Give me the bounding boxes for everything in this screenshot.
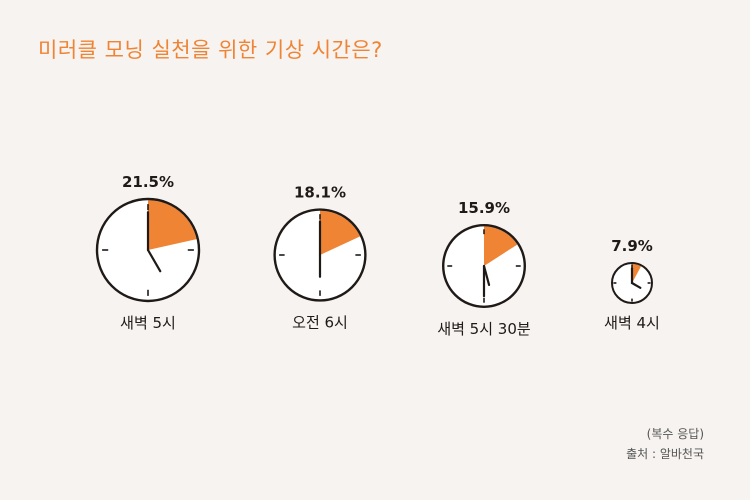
hour-hand [482,264,491,287]
footnote: (복수 응답) 출처 : 알바천국 [626,424,704,464]
value-label: 15.9% [458,199,510,217]
pie-slice [320,210,361,255]
value-label: 18.1% [294,184,346,202]
chart-title: 미러클 모닝 실천을 위한 기상 시간은? [38,38,383,62]
pie-slice [148,200,197,250]
hour-hand [146,248,162,273]
note-text: (복수 응답) [646,427,704,441]
category-label: 새벽 4시 [604,314,660,332]
hour-hand [630,281,642,289]
source-text: 출처 : 알바천국 [626,447,704,461]
value-label: 7.9% [611,237,653,255]
category-label: 새벽 5시 [120,314,176,332]
pie-slice [484,226,518,266]
clock-rim [95,197,201,303]
value-label: 21.5% [122,173,174,191]
clock-rim [273,208,367,302]
category-label: 새벽 5시 30분 [437,320,531,338]
category-label: 오전 6시 [292,313,348,331]
pie-slice [632,264,642,283]
clock-rim [442,224,526,308]
clock-rim [611,262,653,304]
